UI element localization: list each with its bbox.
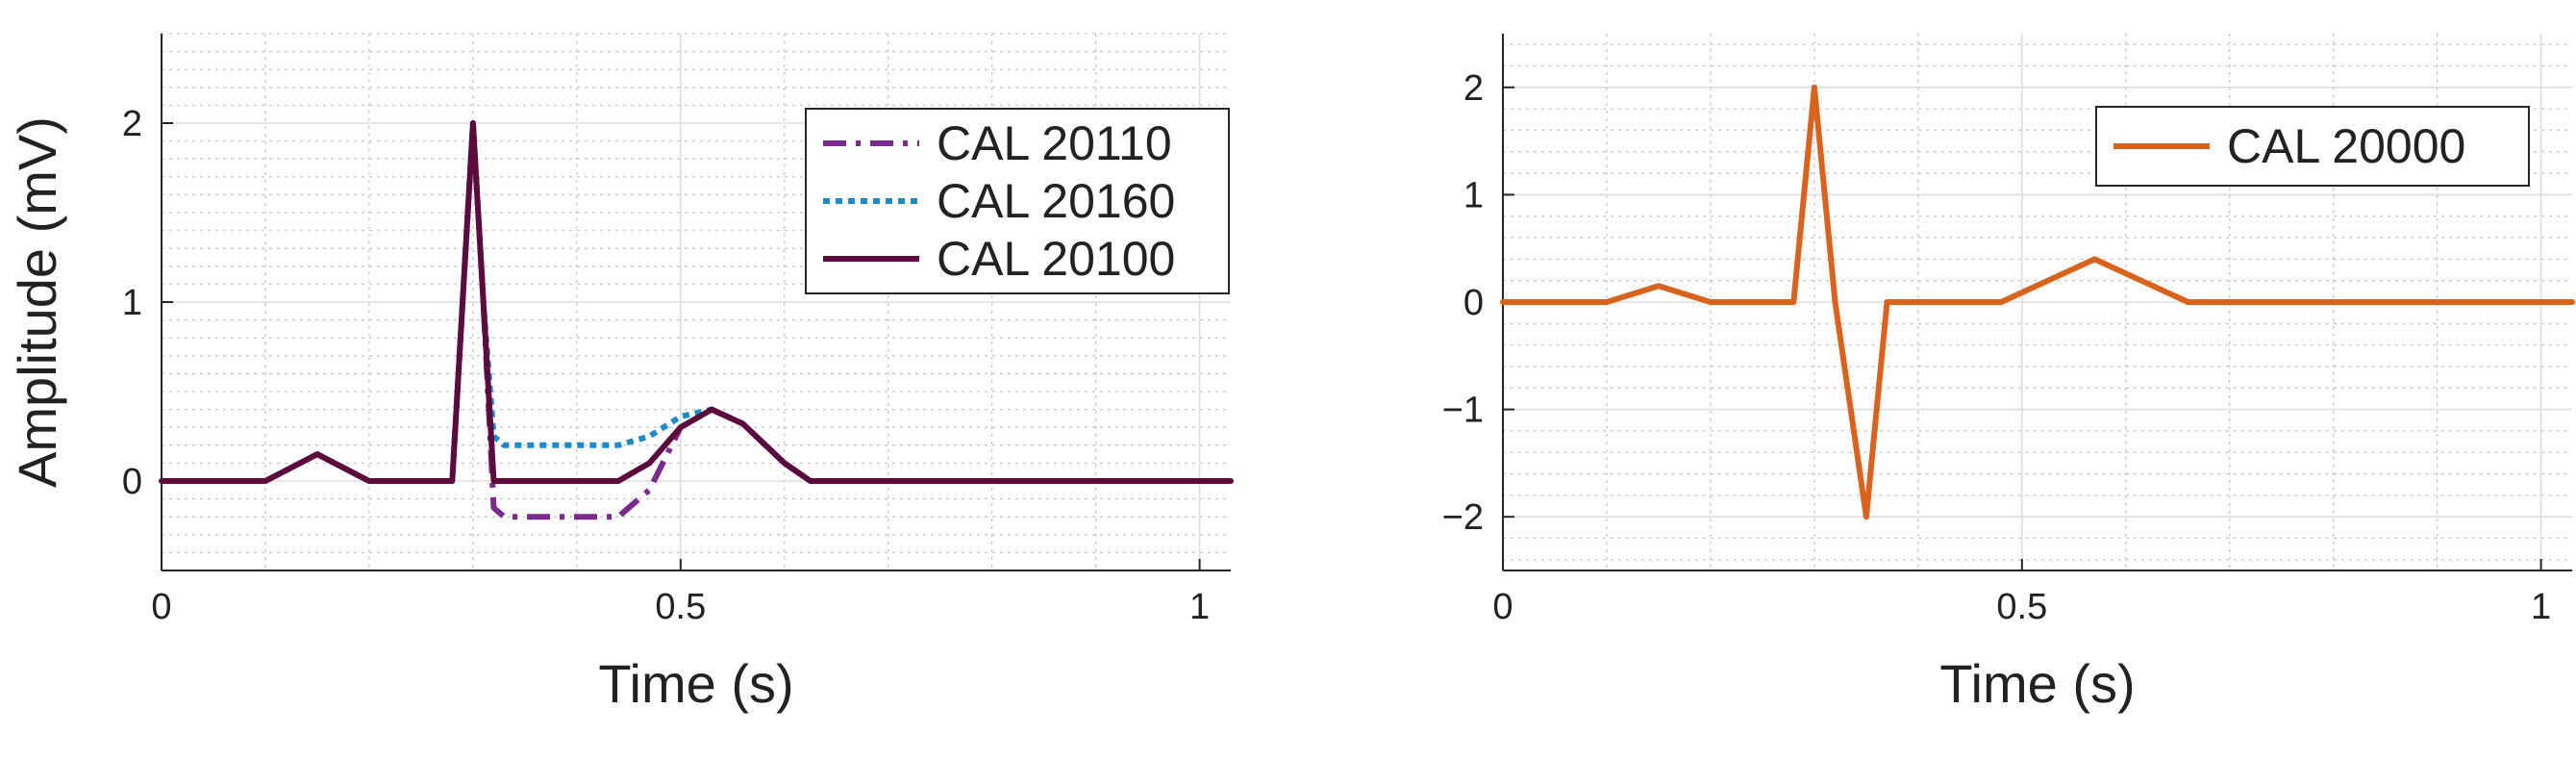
x-tick-label: 0 <box>151 587 171 627</box>
legend-label: CAL 20110 <box>937 116 1172 170</box>
y-tick-label: −1 <box>1442 391 1484 431</box>
y-tick-label: 0 <box>122 462 142 502</box>
x-axis-label: Time (s) <box>598 653 793 714</box>
x-tick-label: 1 <box>1189 587 1210 627</box>
y-tick-label: −2 <box>1442 497 1484 538</box>
y-tick-label: 2 <box>122 104 142 144</box>
legend-label: CAL 20000 <box>2227 119 2465 173</box>
x-tick-label: 0 <box>1492 587 1513 627</box>
chart-panel-right: 0 0.5 1 −2 −1 0 1 2 Time (s) CAL 20000 <box>1442 34 2575 714</box>
x-tick-label: 0.5 <box>655 587 706 627</box>
legend: CAL 20000 <box>2095 106 2530 187</box>
y-axis-label: Amplitude (mV) <box>7 116 67 488</box>
y-tick-label: 0 <box>1463 283 1484 323</box>
legend-label: CAL 20160 <box>937 174 1175 228</box>
series-line-cal-20100 <box>159 120 1234 484</box>
legend-label: CAL 20100 <box>937 232 1175 286</box>
x-tick-label: 1 <box>2531 587 2551 627</box>
y-tick-label: 1 <box>1463 175 1484 215</box>
series-line-cal-20110 <box>162 120 1231 520</box>
x-axis-label: Time (s) <box>1939 653 2135 714</box>
x-tick-label: 0.5 <box>1996 587 2047 627</box>
y-tick-label: 1 <box>122 283 142 323</box>
series-line-cal-20000 <box>1500 84 2575 520</box>
y-tick-label: 2 <box>1463 68 1484 109</box>
